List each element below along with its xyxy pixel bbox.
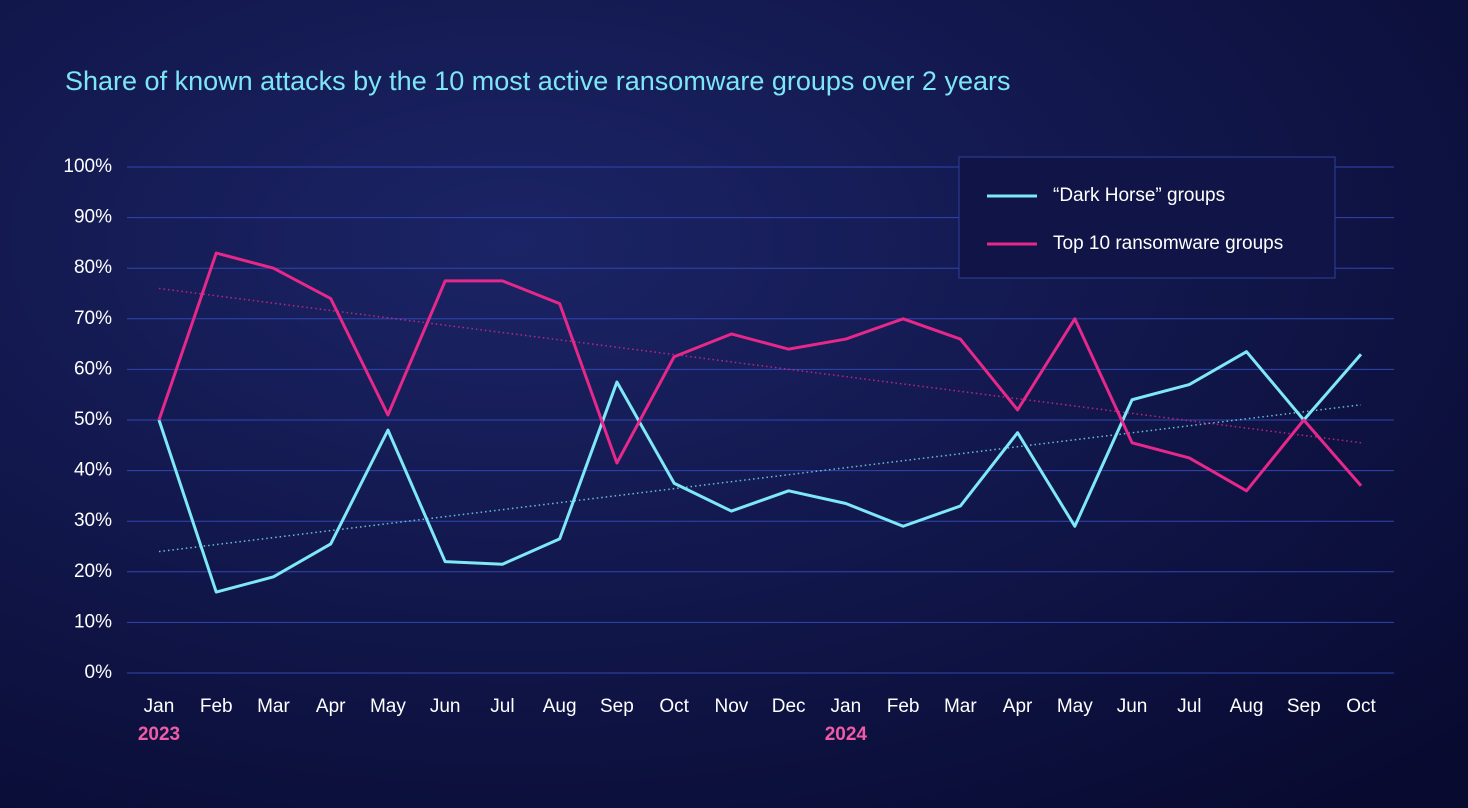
x-tick-label: Feb [887,696,920,717]
x-tick-label: Jul [490,696,514,717]
y-tick-label: 0% [85,662,113,683]
chart-title: Share of known attacks by the 10 most ac… [65,66,1010,96]
y-tick-label: 100% [63,156,112,177]
x-tick-label: Jan [831,696,862,717]
y-tick-label: 90% [74,207,112,228]
x-tick-label: Oct [659,696,689,717]
x-tick-label: Jun [430,696,461,717]
x-tick-label: Jun [1117,696,1148,717]
x-tick-label: Sep [1287,696,1321,717]
x-tick-label: Jan [144,696,175,717]
y-tick-label: 40% [74,460,112,481]
year-label: 2023 [138,724,180,745]
x-tick-label: Mar [257,696,290,717]
y-tick-label: 80% [74,257,112,278]
y-tick-label: 50% [74,409,112,430]
y-tick-label: 20% [74,561,112,582]
series-line [157,350,1363,594]
x-tick-label: Oct [1346,696,1376,717]
y-tick-label: 10% [74,611,112,632]
series-line [157,251,1363,493]
x-tick-label: May [370,696,406,717]
x-tick-label: Apr [316,696,346,717]
y-tick-label: 60% [74,358,112,379]
legend-label: “Dark Horse” groups [1053,185,1225,206]
x-tick-label: May [1057,696,1093,717]
x-tick-label: Aug [1230,696,1264,717]
x-tick-label: Aug [543,696,577,717]
x-tick-label: Apr [1003,696,1033,717]
x-tick-label: Jul [1177,696,1201,717]
year-label: 2024 [825,724,868,745]
x-tick-label: Mar [944,696,977,717]
y-tick-label: 30% [74,510,112,531]
trend-line [158,404,1362,553]
x-tick-label: Dec [772,696,806,717]
x-tick-label: Sep [600,696,634,717]
legend-label: Top 10 ransomware groups [1053,233,1283,254]
legend-box [958,156,1336,279]
y-tick-label: 70% [74,308,112,329]
x-tick-label: Nov [714,696,748,717]
x-tick-label: Feb [200,696,233,717]
